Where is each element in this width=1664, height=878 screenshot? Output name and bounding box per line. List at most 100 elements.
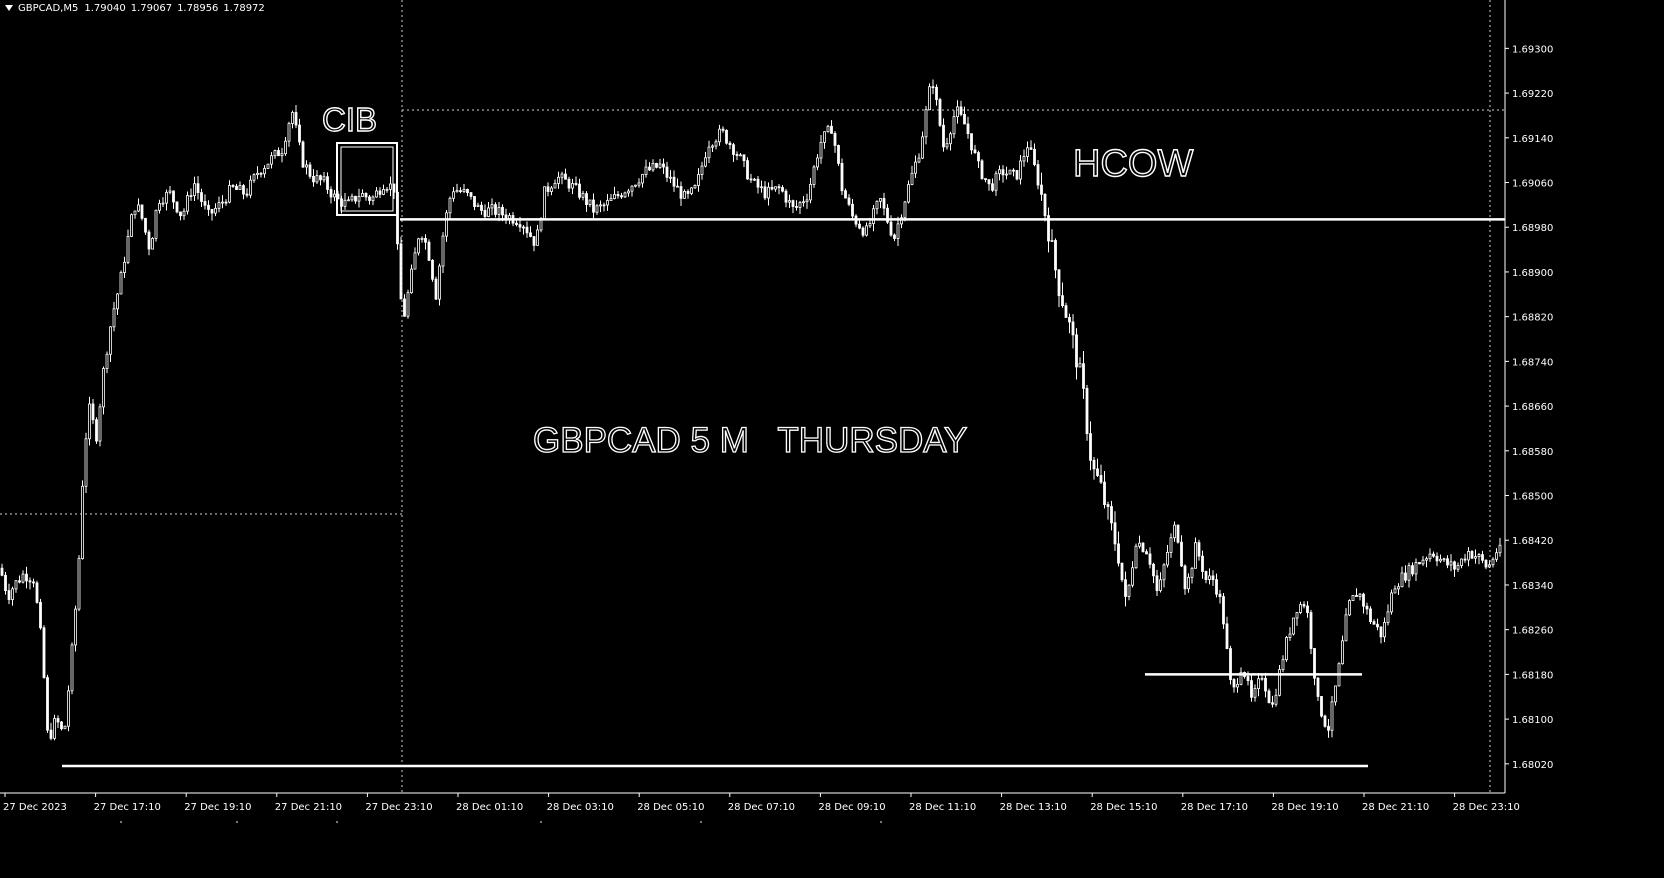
candle: [469, 192, 473, 200]
candle: [655, 162, 658, 169]
time-tick-label: 28 Dec 11:10: [909, 802, 976, 813]
quote-high: 1.79067: [130, 3, 173, 14]
candle: [1099, 464, 1103, 485]
candle: [1278, 664, 1281, 697]
candle: [235, 183, 238, 190]
candle: [1369, 606, 1372, 624]
candle: [557, 171, 560, 189]
candle: [95, 417, 98, 444]
candle: [284, 136, 287, 156]
time-tick-label: 28 Dec 15:10: [1090, 802, 1157, 813]
candle: [924, 105, 928, 145]
candle: [165, 189, 168, 211]
candle: [231, 184, 235, 188]
candle: [1330, 695, 1334, 738]
candle: [907, 180, 910, 204]
candle: [441, 232, 445, 274]
overlay-layer: [0, 0, 1505, 793]
candle: [448, 196, 452, 219]
candle: [42, 625, 46, 679]
candle: [49, 722, 53, 741]
candle: [273, 149, 277, 159]
candle: [1064, 302, 1068, 318]
candle: [679, 181, 683, 206]
candle: [574, 176, 578, 186]
candle: [1022, 149, 1026, 167]
candle: [301, 140, 305, 169]
candle: [1138, 535, 1141, 549]
candle: [788, 194, 791, 208]
candle: [1040, 172, 1043, 201]
candle: [921, 131, 924, 160]
candle: [627, 188, 630, 197]
candle: [1190, 566, 1194, 584]
candle: [823, 131, 826, 149]
candle: [760, 180, 763, 193]
candle: [7, 583, 11, 605]
candle: [434, 276, 438, 300]
candle: [634, 184, 637, 188]
candle: [690, 187, 693, 196]
candle: [728, 141, 732, 150]
time-tick-label: 28 Dec 09:10: [818, 802, 885, 813]
candle: [1299, 601, 1302, 615]
candle: [1274, 688, 1278, 707]
chart-menu-arrow-icon[interactable]: [5, 5, 13, 11]
candle: [1075, 328, 1078, 380]
candle: [662, 158, 665, 174]
time-tick-label: 28 Dec 07:10: [728, 802, 795, 813]
candle: [343, 193, 347, 210]
cib-box-outer: [336, 142, 398, 216]
candle: [102, 366, 105, 415]
candle: [882, 192, 886, 216]
candle: [305, 160, 308, 175]
candle: [840, 158, 844, 195]
candle: [483, 204, 487, 220]
candle: [119, 270, 123, 295]
candle: [525, 221, 529, 238]
price-tick-label: 1.69060: [1512, 179, 1553, 190]
candle: [942, 118, 945, 152]
candle: [1362, 592, 1365, 614]
candle: [371, 195, 375, 206]
candle: [630, 185, 634, 197]
candle: [189, 188, 193, 201]
candle: [784, 188, 788, 208]
candle: [676, 178, 679, 188]
candle: [1229, 645, 1232, 685]
candle: [1250, 675, 1253, 702]
candle: [1071, 314, 1075, 349]
price-tick-label: 1.69220: [1512, 89, 1553, 100]
candle: [672, 170, 676, 192]
candle: [350, 193, 354, 202]
candle: [1323, 714, 1327, 728]
candle: [133, 210, 137, 219]
price-tick-label: 1.68580: [1512, 447, 1553, 458]
candle: [886, 204, 889, 224]
price-tick-label: 1.69300: [1512, 44, 1553, 55]
candle: [1082, 350, 1085, 399]
price-tick-label: 1.68020: [1512, 760, 1553, 771]
candle: [1050, 229, 1054, 242]
candle: [1257, 672, 1260, 697]
candle: [53, 714, 56, 741]
candle: [1173, 521, 1176, 542]
candle: [1320, 696, 1323, 718]
candle: [917, 153, 921, 164]
candle: [732, 142, 735, 162]
candle: [319, 174, 322, 186]
candle: [224, 199, 228, 206]
candle: [406, 289, 410, 319]
time-tick-label: 27 Dec 2023: [3, 802, 67, 813]
candle: [1351, 594, 1355, 602]
candle: [168, 185, 172, 195]
time-tick-label: 28 Dec 21:10: [1362, 802, 1429, 813]
candle: [172, 190, 175, 209]
candle: [735, 151, 739, 161]
candle: [424, 234, 427, 250]
candle: [1089, 421, 1092, 471]
candle: [893, 233, 896, 242]
price-tick-label: 1.68980: [1512, 223, 1553, 234]
candle: [445, 210, 448, 242]
